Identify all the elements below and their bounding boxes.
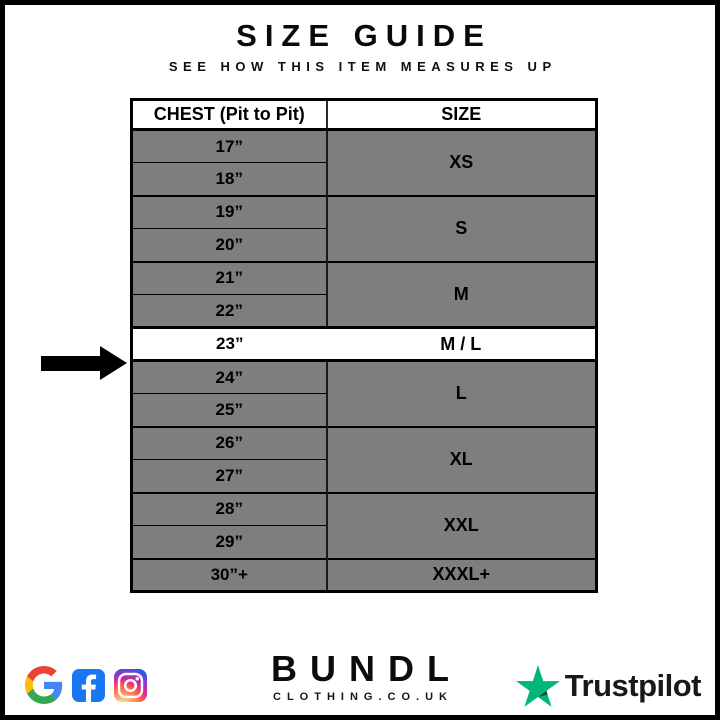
table-row: 20”: [131, 228, 597, 262]
size-table-container: CHEST (Pit to Pit) SIZE 17” XS 18” 19” S…: [130, 98, 598, 593]
table-row: 17” XS: [131, 128, 597, 196]
size-value: XL: [326, 425, 597, 493]
table-row: 30”+ XXXL+: [131, 557, 597, 592]
size-value: M: [326, 260, 597, 328]
chest-value: 28”: [131, 491, 328, 526]
arrow-shaft: [41, 356, 103, 371]
chest-value: 29”: [131, 525, 328, 559]
trustpilot-star-icon: [515, 665, 560, 707]
chest-value: 18”: [131, 162, 328, 196]
chest-value: 30”+: [131, 557, 328, 592]
size-table: CHEST (Pit to Pit) SIZE 17” XS 18” 19” S…: [130, 98, 598, 593]
brand-logo: BUNDL CLOTHING.CO.UK: [5, 648, 715, 704]
chest-value: 26”: [131, 425, 328, 460]
table-row: 28” XXL: [131, 491, 597, 559]
size-value: XXL: [326, 491, 597, 559]
table-row: 21” M: [131, 260, 597, 328]
table-row: 25”: [131, 393, 597, 427]
chest-value: 24”: [131, 359, 328, 394]
trustpilot-logo: Trustpilot: [515, 665, 702, 707]
table-row: 29”: [131, 525, 597, 559]
size-value-highlighted: M / L: [326, 326, 597, 362]
size-column-header: SIZE: [325, 99, 597, 131]
page-title: SIZE GUIDE: [236, 18, 492, 53]
footer: BUNDL CLOTHING.CO.UK Trustpilot: [5, 645, 715, 715]
table-row: 22”: [131, 294, 597, 328]
facebook-icon: [72, 668, 105, 702]
chest-column-header: CHEST (Pit to Pit): [131, 99, 327, 131]
brand-name: BUNDL: [271, 648, 462, 689]
chest-value: 21”: [131, 260, 328, 295]
google-icon: [25, 666, 63, 704]
page-subtitle: SEE HOW THIS ITEM MEASURES UP: [168, 59, 557, 74]
chest-value: 25”: [131, 393, 328, 427]
highlighted-table-row: 23” M / L: [131, 326, 597, 362]
chest-value: 17”: [131, 128, 328, 163]
table-row: 27”: [131, 459, 597, 493]
chest-value-highlighted: 23”: [131, 326, 327, 362]
arrow-head: [100, 346, 127, 380]
chest-value: 27”: [131, 459, 328, 493]
chest-value: 19”: [131, 194, 328, 229]
trustpilot-wordmark: Trustpilot: [564, 668, 702, 703]
social-icons: [25, 666, 147, 704]
size-value: L: [326, 359, 597, 427]
size-value: S: [326, 194, 597, 262]
table-row: 18”: [131, 162, 597, 196]
table-row: 26” XL: [131, 425, 597, 493]
brand-domain: CLOTHING.CO.UK: [273, 691, 453, 703]
size-value: XS: [326, 128, 597, 196]
size-value: XXXL+: [326, 557, 597, 592]
table-row: 19” S: [131, 194, 597, 262]
chest-value: 22”: [131, 294, 328, 328]
chest-value: 20”: [131, 228, 328, 262]
instagram-icon: [114, 668, 147, 702]
table-row: 24” L: [131, 359, 597, 427]
size-table-header-row: CHEST (Pit to Pit) SIZE: [131, 99, 597, 131]
